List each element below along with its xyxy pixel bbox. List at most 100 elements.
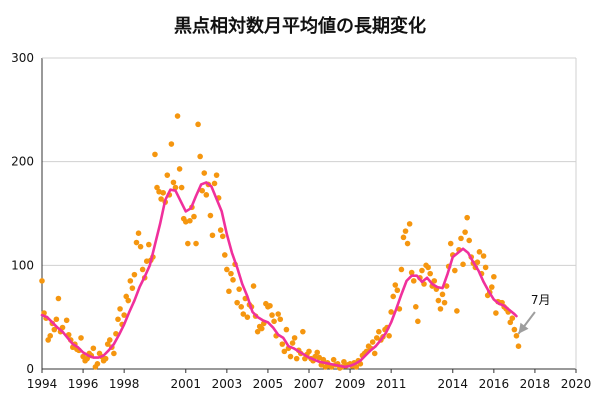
monthly-point — [277, 316, 284, 323]
scatter-series — [39, 113, 522, 371]
monthly-point — [258, 325, 265, 332]
monthly-point — [178, 184, 185, 191]
monthly-point — [63, 317, 70, 324]
monthly-point — [78, 335, 84, 341]
y-tick-label: 100 — [11, 258, 34, 272]
monthly-point — [146, 241, 152, 248]
annotations: 7月 — [517, 293, 551, 335]
monthly-point — [437, 306, 444, 312]
monthly-point — [45, 337, 51, 343]
monthly-point — [127, 278, 134, 284]
monthly-point — [435, 297, 442, 304]
monthly-point — [452, 267, 458, 274]
monthly-point — [454, 308, 460, 314]
monthly-point — [102, 355, 109, 362]
monthly-point — [402, 228, 409, 234]
monthly-point — [117, 306, 123, 312]
monthly-point — [228, 270, 234, 277]
monthly-point — [226, 288, 232, 295]
monthly-point — [388, 309, 394, 315]
monthly-point — [53, 316, 60, 323]
monthly-point — [125, 297, 132, 304]
monthly-point — [230, 277, 236, 283]
monthly-point — [427, 270, 433, 277]
monthly-point — [238, 304, 245, 310]
x-tick-label: 2018 — [520, 377, 551, 391]
monthly-point — [415, 318, 421, 325]
y-tick-label: 0 — [26, 362, 34, 376]
monthly-point — [201, 170, 208, 176]
monthly-point — [507, 319, 514, 326]
monthly-point — [441, 299, 448, 306]
x-tick-label: 2016 — [479, 377, 510, 391]
monthly-point — [106, 337, 113, 343]
monthly-point — [376, 328, 382, 335]
y-tick-label: 300 — [11, 51, 34, 65]
monthly-point — [115, 316, 121, 323]
monthly-point — [217, 227, 224, 233]
monthly-point — [139, 266, 146, 273]
monthly-point — [187, 217, 193, 224]
monthly-point — [291, 335, 298, 341]
monthly-point — [400, 234, 407, 241]
smoothed-line — [40, 181, 518, 369]
monthly-point — [394, 287, 401, 294]
monthly-point — [267, 302, 273, 309]
monthly-point — [419, 267, 425, 274]
x-tick-label: 1996 — [68, 377, 99, 391]
monthly-point — [185, 240, 191, 247]
monthly-point — [160, 189, 166, 196]
annotation-arrow-head — [518, 322, 529, 334]
monthly-point — [279, 341, 286, 347]
monthly-point — [458, 235, 464, 242]
monthly-point — [104, 341, 111, 347]
monthly-point — [164, 172, 171, 178]
x-tick-label: 1994 — [27, 377, 58, 391]
monthly-point — [287, 353, 294, 360]
monthly-point — [224, 266, 230, 273]
monthly-point — [439, 291, 446, 298]
monthly-point — [462, 229, 468, 235]
monthly-point — [353, 364, 360, 370]
monthly-point — [369, 339, 376, 345]
monthly-point — [431, 278, 438, 284]
monthly-point — [293, 355, 300, 362]
monthly-point — [111, 350, 117, 357]
monthly-point — [513, 333, 520, 339]
chart-title: 黒点相対数月平均値の長期変化 — [174, 16, 426, 37]
grid-lines — [42, 57, 576, 266]
monthly-point — [271, 318, 277, 325]
monthly-point — [392, 282, 399, 288]
monthly-point — [191, 213, 197, 220]
monthly-point — [425, 264, 431, 271]
monthly-point — [386, 333, 392, 339]
monthly-point — [236, 286, 242, 292]
axes — [41, 57, 577, 373]
monthly-point — [314, 349, 321, 356]
annotation-label: 7月 — [531, 293, 551, 307]
monthly-point — [460, 261, 466, 268]
monthly-point — [170, 179, 177, 186]
monthly-point — [197, 153, 203, 160]
monthly-point — [244, 314, 251, 320]
monthly-point — [398, 266, 405, 273]
monthly-point — [306, 348, 312, 355]
monthly-point — [254, 328, 261, 335]
x-tick-label: 2001 — [170, 377, 201, 391]
monthly-point — [250, 283, 257, 289]
monthly-point — [410, 278, 417, 284]
monthly-point — [209, 232, 216, 239]
monthly-point — [51, 326, 58, 333]
monthly-point — [84, 355, 90, 362]
monthly-point — [199, 187, 205, 194]
monthly-point — [47, 333, 54, 339]
monthly-point — [137, 243, 144, 250]
tick-labels: 0 100 200 300 1994 1996 1998 2001 2003 2005 2007 20… — [11, 51, 591, 391]
monthly-point — [193, 240, 199, 247]
monthly-point — [123, 293, 130, 300]
monthly-point — [135, 230, 142, 236]
monthly-point — [207, 212, 214, 219]
monthly-point — [283, 326, 290, 333]
monthly-point — [447, 240, 454, 247]
monthly-point — [174, 113, 181, 119]
